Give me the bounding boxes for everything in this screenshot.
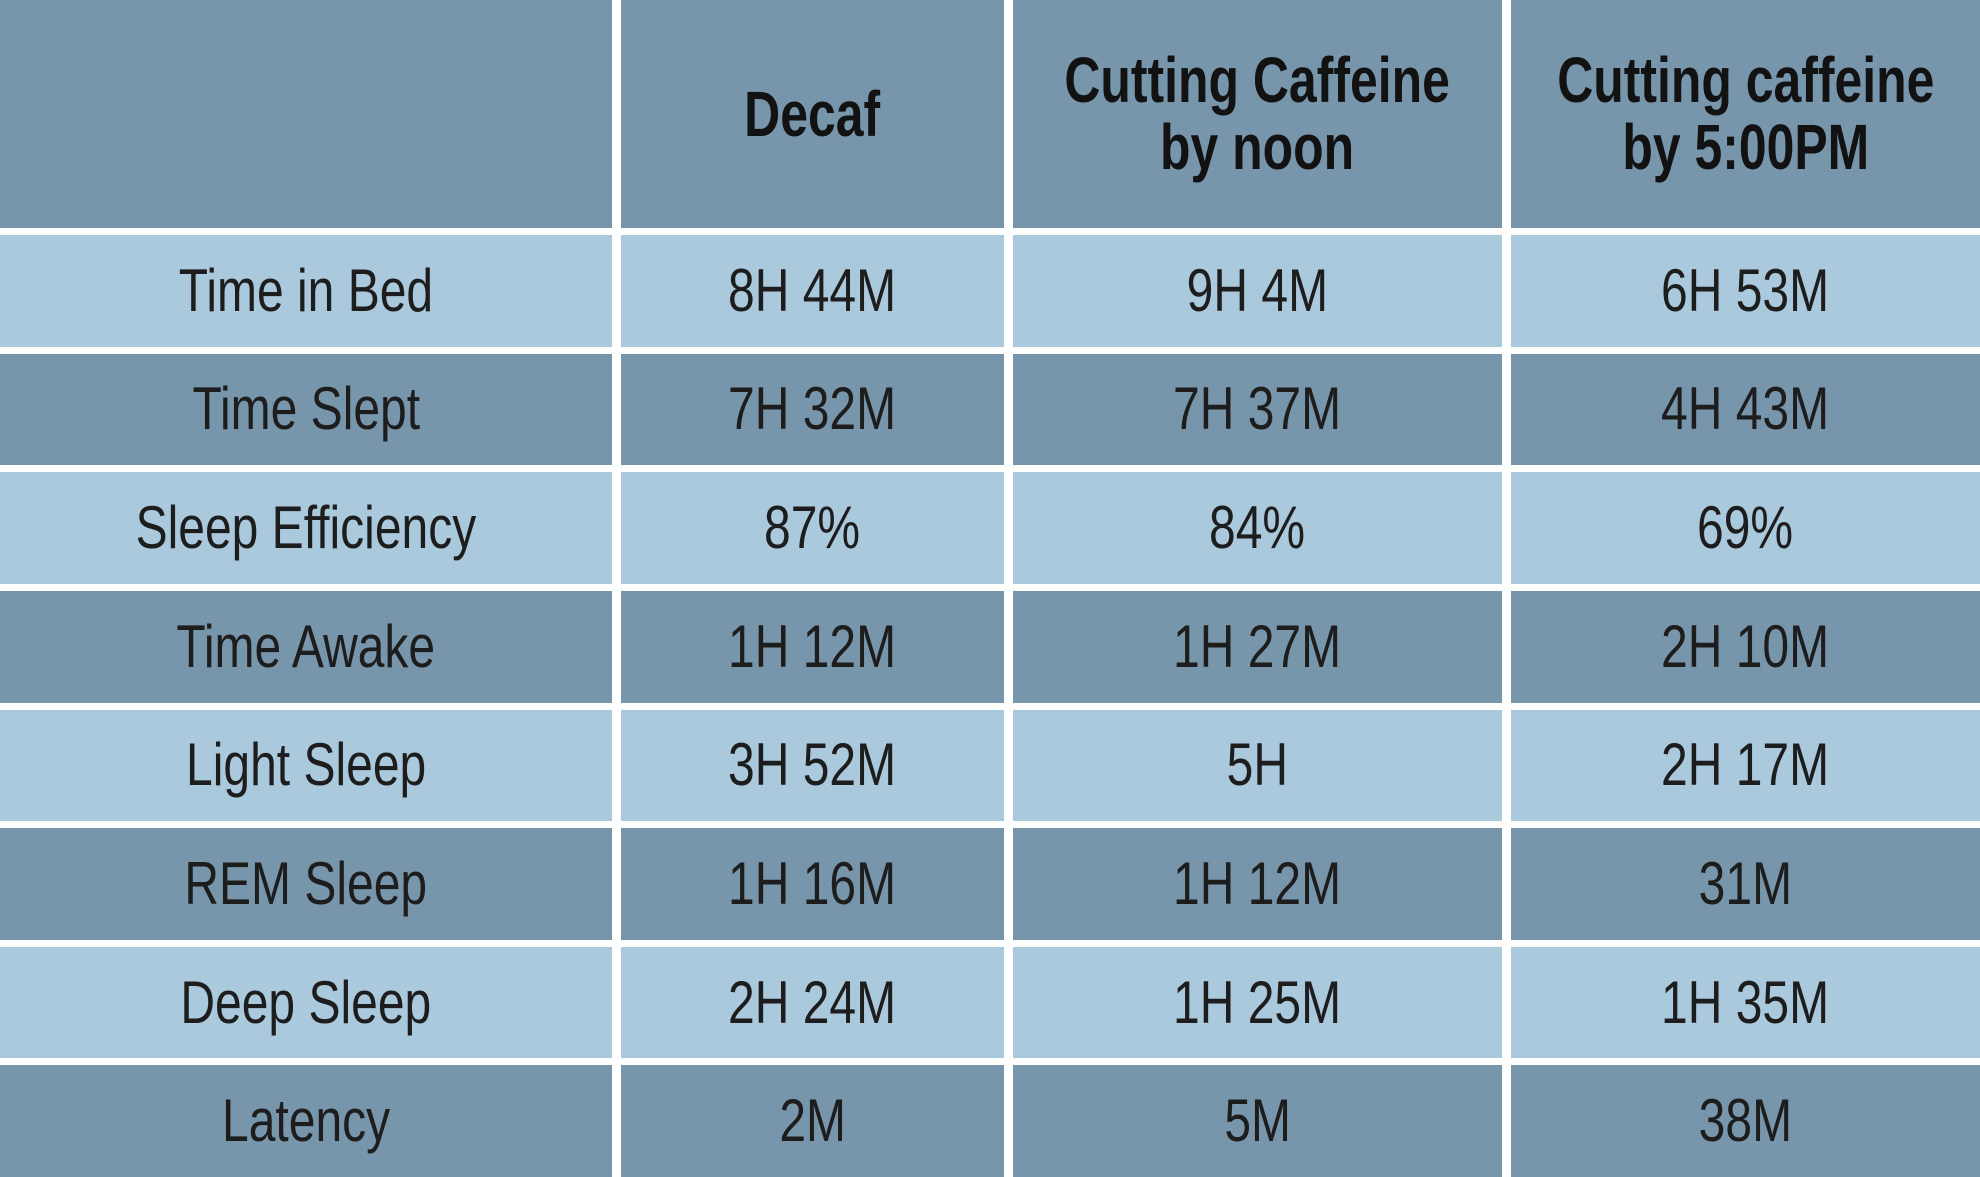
cell-deep-sleep-noon: 1H 25M	[1013, 946, 1502, 1059]
header-decaf-label: Decaf	[744, 77, 881, 150]
row-label-latency: Latency	[0, 1065, 612, 1177]
cell-rem-sleep-5pm: 31M	[1511, 828, 1980, 940]
cell-time-awake-5pm: 2H 10M	[1511, 590, 1980, 703]
header-cell-blank	[0, 0, 612, 228]
header-cutting-caffeine-noon-label: Cutting Caffeine by noon	[1064, 44, 1451, 183]
cell-time-awake-decaf: 1H 12M	[621, 590, 1004, 703]
cell-time-awake-noon: 1H 27M	[1013, 590, 1502, 703]
row-label-sleep-efficiency: Sleep Efficiency	[0, 472, 612, 584]
cell-light-sleep-decaf: 3H 52M	[621, 709, 1004, 822]
cell-sleep-efficiency-5pm: 69%	[1511, 472, 1980, 584]
cell-light-sleep-noon: 5H	[1013, 709, 1502, 822]
cell-time-in-bed-decaf: 8H 44M	[621, 235, 1004, 347]
row-label-time-slept: Time Slept	[0, 353, 612, 466]
cell-latency-5pm: 38M	[1511, 1065, 1980, 1177]
row-label-rem-sleep: REM Sleep	[0, 828, 612, 940]
cell-time-in-bed-5pm: 6H 53M	[1511, 235, 1980, 347]
header-cell-cutting-caffeine-noon: Cutting Caffeine by noon	[1013, 0, 1502, 228]
cell-time-in-bed-noon: 9H 4M	[1013, 235, 1502, 347]
cell-time-slept-decaf: 7H 32M	[621, 353, 1004, 466]
cell-deep-sleep-5pm: 1H 35M	[1511, 946, 1980, 1059]
row-label-deep-sleep: Deep Sleep	[0, 946, 612, 1059]
header-cell-cutting-caffeine-5pm: Cutting caffeine by 5:00PM	[1511, 0, 1980, 228]
header-cell-decaf: Decaf	[621, 0, 1004, 228]
row-label-time-in-bed: Time in Bed	[0, 235, 612, 347]
cell-time-slept-5pm: 4H 43M	[1511, 353, 1980, 466]
cell-sleep-efficiency-noon: 84%	[1013, 472, 1502, 584]
cell-time-slept-noon: 7H 37M	[1013, 353, 1502, 466]
header-cutting-caffeine-5pm-label: Cutting caffeine by 5:00PM	[1556, 44, 1935, 183]
cell-deep-sleep-decaf: 2H 24M	[621, 946, 1004, 1059]
cell-light-sleep-5pm: 2H 17M	[1511, 709, 1980, 822]
cell-sleep-efficiency-decaf: 87%	[621, 472, 1004, 584]
cell-rem-sleep-decaf: 1H 16M	[621, 828, 1004, 940]
row-label-time-awake: Time Awake	[0, 590, 612, 703]
cell-latency-decaf: 2M	[621, 1065, 1004, 1177]
row-label-light-sleep: Light Sleep	[0, 709, 612, 822]
cell-latency-noon: 5M	[1013, 1065, 1502, 1177]
cell-rem-sleep-noon: 1H 12M	[1013, 828, 1502, 940]
